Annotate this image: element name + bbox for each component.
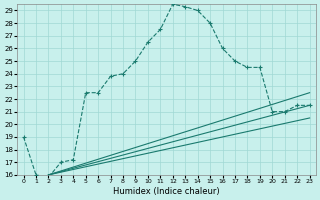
X-axis label: Humidex (Indice chaleur): Humidex (Indice chaleur) (113, 187, 220, 196)
